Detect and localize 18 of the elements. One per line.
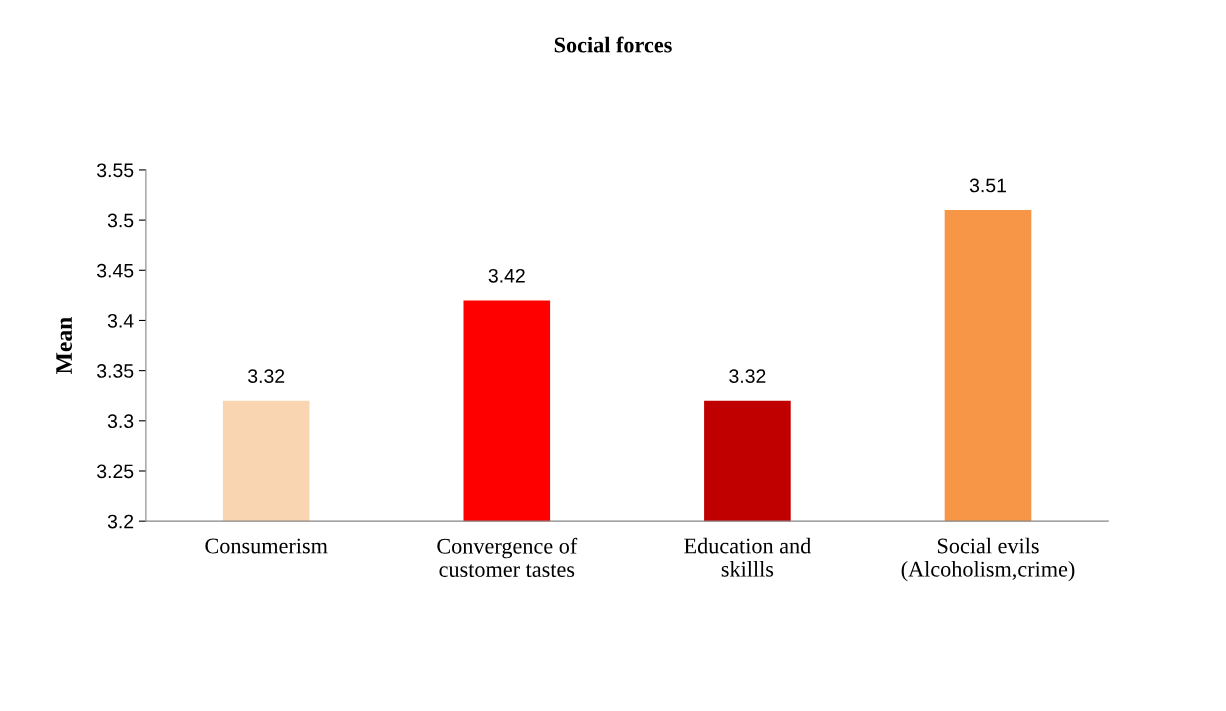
y-tick-label: 3.3: [107, 414, 134, 429]
x-tick-label: Convergence of customer tastes: [437, 537, 578, 577]
x-tick-label: Consumerism: [205, 538, 328, 554]
data-label: 3.51: [969, 178, 1006, 193]
x-tick-label: Social evils (Alcoholism,crime): [901, 537, 1075, 582]
y-tick-label: 3.25: [96, 464, 134, 479]
data-label: 3.42: [488, 268, 525, 283]
y-tick-label: 3.5: [107, 213, 134, 228]
data-label: 3.32: [248, 369, 285, 384]
x-tick-label: Education and skillls: [684, 537, 811, 577]
chart-title: Social forces: [554, 36, 672, 53]
y-tick-label: 3.2: [107, 514, 134, 529]
y-tick-label: 3.4: [107, 313, 134, 328]
y-tick-label: 3.55: [96, 163, 134, 178]
data-label: 3.32: [729, 369, 766, 384]
y-tick-label: 3.45: [96, 263, 134, 278]
y-tick-label: 3.35: [96, 364, 134, 378]
y-axis-title: Mean: [56, 317, 73, 374]
